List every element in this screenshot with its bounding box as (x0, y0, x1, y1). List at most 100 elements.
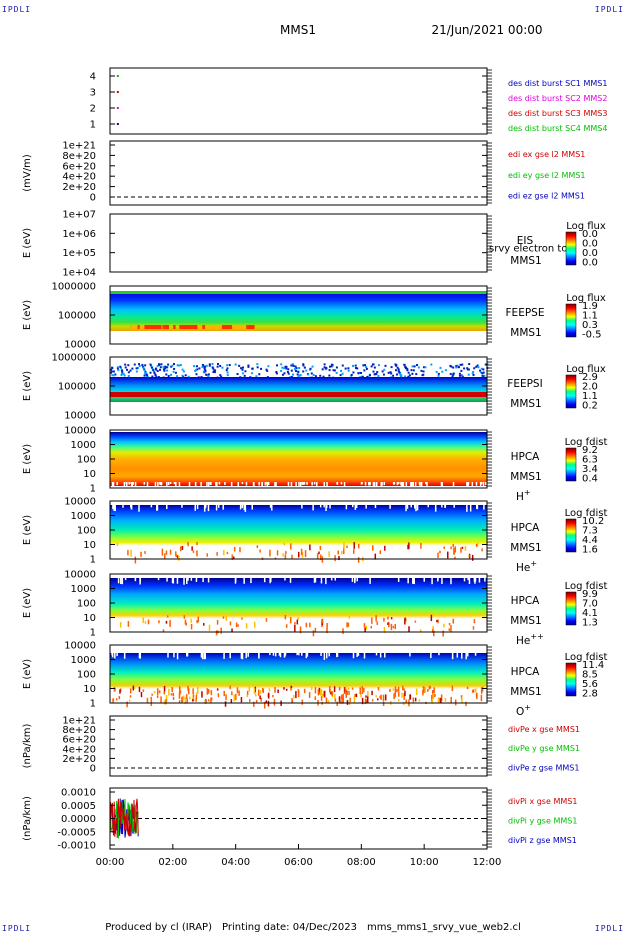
spectrogram-point (165, 373, 168, 376)
spectrogram-point (171, 687, 173, 692)
spectrogram-low-band (110, 392, 487, 397)
spectrogram-point (449, 372, 452, 375)
legend-entry: divPe x gse MMS1 (508, 725, 580, 734)
spectrogram-point (319, 545, 322, 551)
spectrogram-point (112, 374, 115, 377)
spectrogram-point (163, 685, 166, 692)
spectrogram-point (450, 624, 452, 632)
spectrogram-gap (471, 482, 474, 488)
spectrogram-point (321, 368, 324, 371)
spectrogram-gap (138, 653, 141, 659)
spectrogram-feature (173, 325, 176, 329)
spectrogram-point (216, 363, 219, 366)
spectrogram-point (129, 695, 132, 698)
spectrogram-point (452, 373, 455, 376)
spectrogram-gap (237, 482, 239, 487)
spacecraft-label: MMS1 (510, 471, 541, 483)
spectrogram-gap (374, 505, 377, 509)
spectrogram-point (254, 686, 257, 693)
spectrogram-gap (351, 578, 354, 582)
spectrogram-point (479, 371, 482, 374)
spectrogram-point (297, 551, 300, 558)
spectrogram-point (347, 687, 350, 690)
legend-entry: edi ey gse l2 MMS1 (508, 171, 586, 180)
spectrogram-point (328, 369, 331, 372)
spectrogram-point (307, 373, 310, 376)
spectrogram-point (321, 619, 324, 624)
spectrogram-point (451, 685, 454, 692)
spectrogram-gap (240, 653, 243, 659)
spectrogram-point (388, 622, 390, 628)
plot-background (110, 788, 487, 849)
spectrogram-point (314, 696, 317, 701)
spectrogram-point (144, 364, 147, 367)
spectrogram-gap (485, 482, 487, 486)
spectrogram-point (123, 374, 126, 377)
spectrogram-point (309, 544, 311, 551)
spectrogram-point (124, 366, 127, 369)
data-point (116, 75, 119, 77)
spectrogram-gap (418, 482, 421, 486)
spectrogram-gap (325, 653, 328, 659)
spectrogram-point (198, 367, 201, 370)
y-tick-label: 1000 (71, 511, 96, 522)
spectrogram-point (390, 366, 393, 369)
spectrogram-point (414, 620, 417, 623)
spectrogram-feature (195, 325, 200, 329)
spectrogram-point (241, 368, 244, 371)
spectrogram-point (408, 626, 410, 632)
spectrogram-point (275, 372, 278, 375)
spectrogram-point (272, 695, 274, 698)
spectrogram-point (196, 368, 199, 371)
spectrogram-point (302, 370, 305, 373)
colorbar-tick: 1.9 (582, 301, 598, 312)
spectrogram-point (374, 553, 377, 560)
spectrogram-point (451, 375, 454, 378)
spectrogram-point (204, 368, 207, 371)
legend-entry: des dist burst SC1 MMS1 (508, 79, 607, 88)
spectrogram-gap (467, 578, 469, 581)
spectrogram-point (285, 365, 288, 368)
spectrogram-point (170, 365, 173, 368)
spectrogram-point (265, 700, 268, 703)
spectrogram-point (231, 628, 233, 632)
spectrogram-point (466, 368, 469, 371)
spectrogram-gap (363, 653, 366, 659)
spectrogram-point (411, 365, 414, 368)
spectrogram-gap (143, 482, 146, 485)
y-axis-label: E (eV) (22, 228, 33, 258)
spectrogram-point (215, 630, 218, 636)
spectrogram-point (196, 550, 198, 557)
spectrogram-point (334, 694, 336, 700)
spectrogram-gap (306, 482, 308, 485)
legend-entry: divPi z gse MMS1 (508, 836, 577, 845)
spectrogram-point (457, 366, 460, 369)
y-tick-label: 0 (90, 193, 96, 204)
spectrogram-point (204, 700, 206, 704)
spectrogram-gap (441, 505, 443, 508)
spectrogram-point (309, 622, 311, 628)
spectrogram-point (110, 371, 113, 374)
spectrogram-point (395, 364, 398, 367)
y-tick-label: 100000 (58, 382, 96, 393)
colorbar-tick: 9.9 (582, 589, 598, 600)
spectrogram-point (159, 366, 162, 369)
colorbar (565, 231, 577, 266)
spectrogram-point (436, 619, 438, 623)
spectrogram-point (387, 616, 389, 620)
spectrogram-gap (301, 482, 304, 485)
spectrogram-point (289, 617, 292, 624)
spectrogram-point (197, 686, 199, 694)
legend-entry: divPi y gse MMS1 (508, 817, 577, 826)
spectrogram-point (290, 369, 293, 372)
spectrogram-point (350, 373, 353, 376)
spectrogram-point (393, 693, 395, 700)
spectrogram-point (144, 620, 147, 624)
spectrogram-gap (183, 578, 185, 585)
spectrogram-point (433, 630, 435, 637)
spectrogram-gap (352, 653, 355, 659)
spectrogram-point (444, 369, 447, 372)
spectrogram-gap (355, 505, 358, 508)
spectrogram-point (182, 375, 185, 378)
